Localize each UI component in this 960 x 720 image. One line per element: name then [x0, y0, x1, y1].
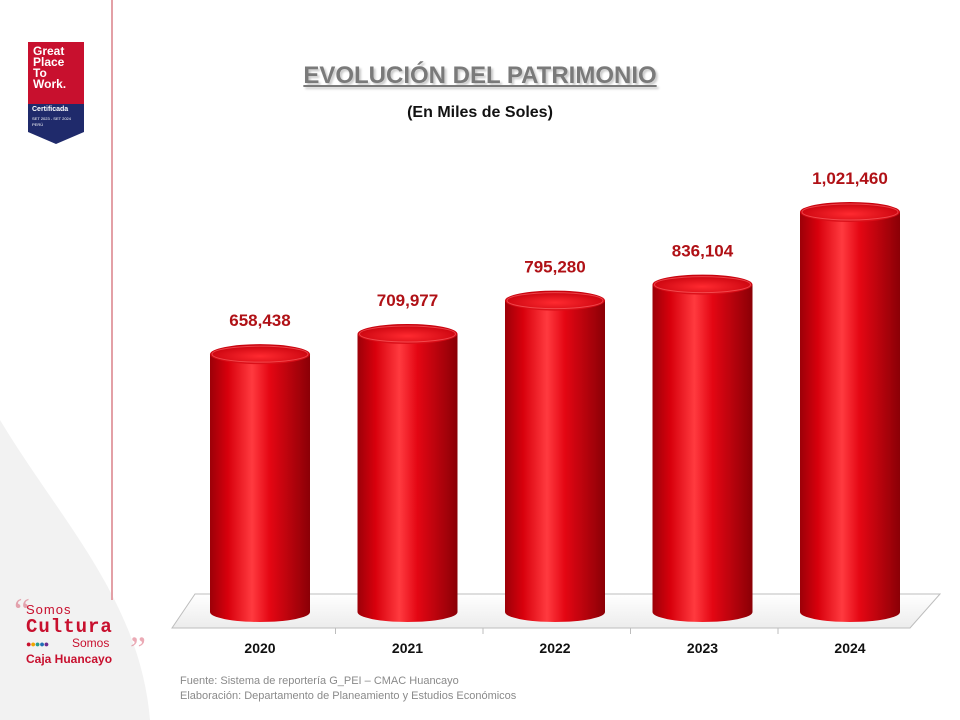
brand-caja-huancayo: Caja Huancayo — [26, 652, 113, 666]
x-tick-2022: 2022 — [539, 640, 570, 656]
x-tick-2021: 2021 — [392, 640, 423, 656]
bar-2024 — [800, 202, 900, 622]
caja-huancayo-logo: “ ” Somos Cultura ●●●●● Somos Caja Huanc… — [14, 591, 146, 670]
value-label-2022: 795,280 — [524, 258, 585, 277]
brand-cultura: Cultura — [26, 616, 113, 638]
value-label-2020: 658,438 — [229, 311, 290, 330]
bar-2023 — [652, 274, 753, 622]
chart-title: EVOLUCIÓN DEL PATRIMONIO — [303, 62, 657, 89]
close-quote-icon: ” — [130, 629, 146, 669]
divider-line — [111, 0, 113, 600]
left-panel — [0, 0, 150, 720]
x-tick-2020: 2020 — [244, 640, 275, 656]
brand-somos-bottom: Somos — [72, 636, 110, 650]
value-label-2023: 836,104 — [672, 242, 734, 261]
background-swoosh — [0, 420, 150, 720]
footer-elaboracion: Elaboración: Departamento de Planeamient… — [180, 690, 517, 702]
badge-shield-icon — [28, 42, 84, 144]
chart-subtitle: (En Miles de Soles) — [407, 104, 553, 121]
bar-2022 — [505, 290, 605, 622]
footer-fuente: Fuente: Sistema de reportería G_PEI – CM… — [180, 675, 459, 687]
x-tick-2023: 2023 — [687, 640, 718, 656]
value-labels-group: 658,438 709,977 795,280 836,104 1,021,460 — [229, 169, 888, 330]
badge-certificada: Certificada — [32, 106, 69, 113]
x-axis-ticks: 2020 2021 2022 2023 2024 — [244, 628, 866, 656]
x-tick-2024: 2024 — [834, 640, 865, 656]
bar-2021 — [357, 323, 458, 622]
bar-2020 — [210, 344, 310, 622]
footer-notes: Fuente: Sistema de reportería G_PEI – CM… — [180, 674, 516, 704]
great-place-to-work-badge: Great Place To Work. Certificada SET 202… — [28, 42, 84, 144]
open-quote-icon: “ — [14, 591, 30, 631]
brand-dots-icon: ●●●●● — [26, 639, 49, 649]
bars-group — [210, 202, 900, 622]
badge-period: SET 2023 - SET 2024 — [32, 116, 71, 121]
badge-title: Great Place To Work. — [33, 44, 67, 91]
badge-country: PERÚ — [32, 122, 44, 127]
brand-somos-top: Somos — [26, 602, 72, 617]
value-label-2024: 1,021,460 — [812, 169, 888, 188]
value-label-2021: 709,977 — [377, 291, 438, 310]
